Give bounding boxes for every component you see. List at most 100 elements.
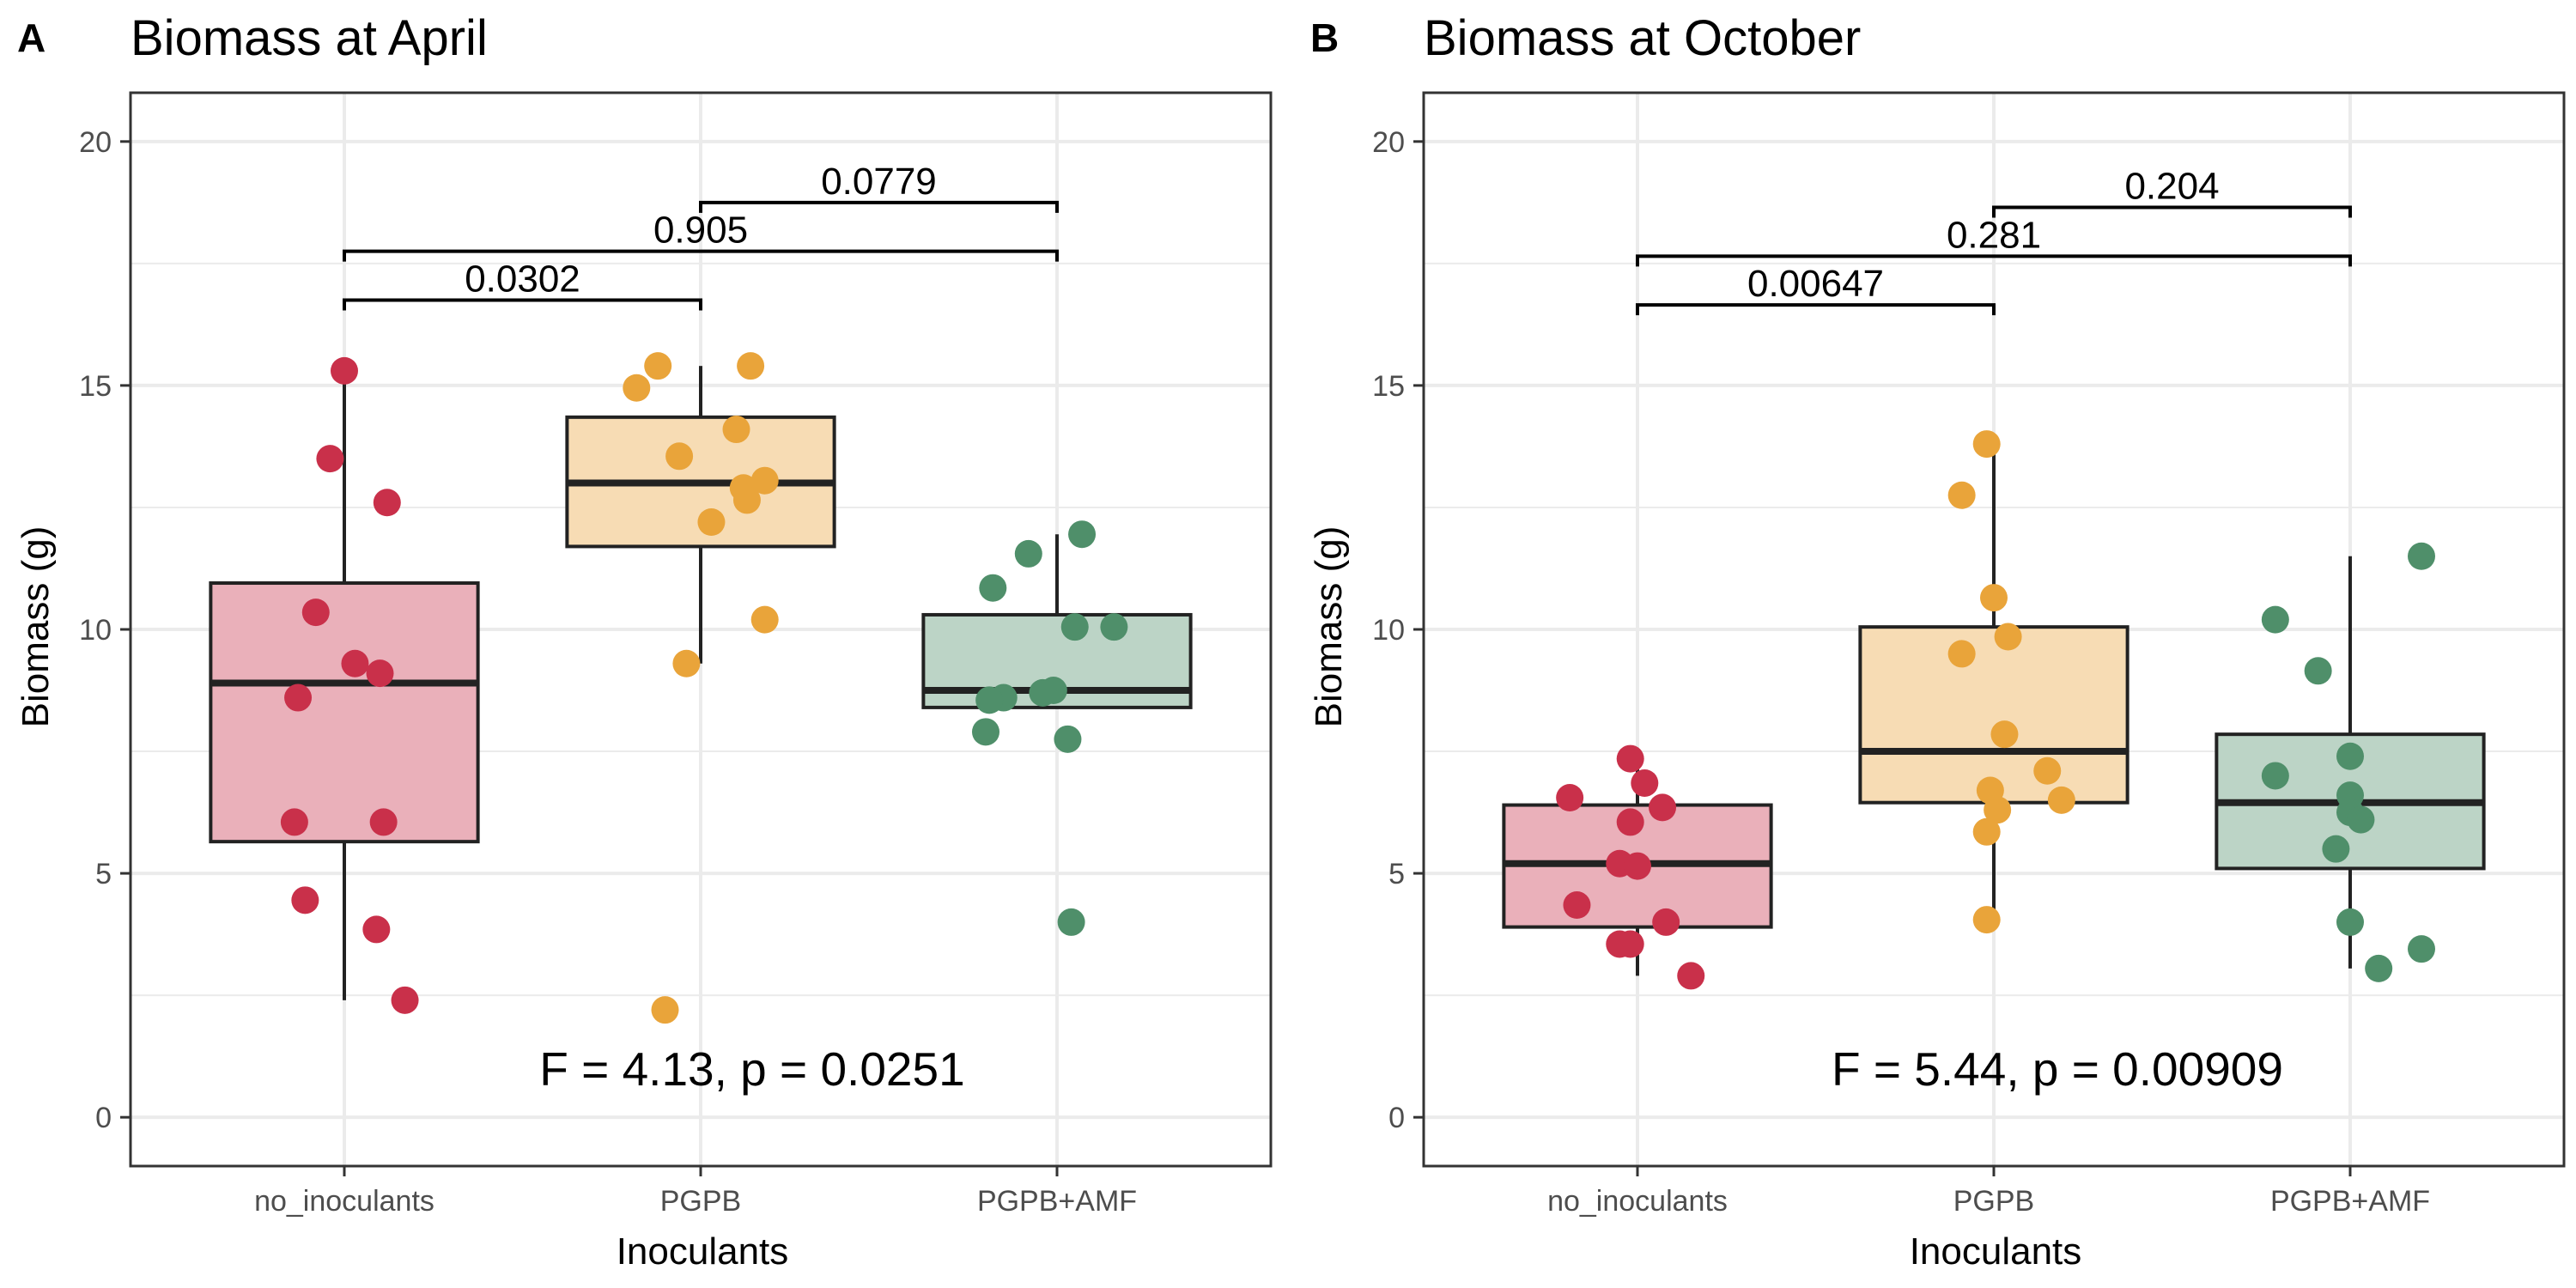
comparison-bracket [343, 249, 1059, 262]
data-point [2304, 657, 2332, 685]
x-tick-label: PGPB [1953, 1185, 2034, 1218]
data-point [1994, 623, 2022, 651]
data-point [2033, 756, 2062, 785]
data-point [1972, 430, 2001, 459]
data-point [972, 718, 999, 746]
data-point [362, 915, 391, 944]
data-point [2261, 605, 2289, 634]
data-point [366, 659, 394, 688]
plot-area: 0.0302 0.905 0.0779 0 5 10 15 20 no_inoculants PG… [79, 91, 1273, 1218]
data-point [1068, 520, 1097, 549]
x-tick-label: no_inoculants [1547, 1185, 1728, 1218]
y-tick-label: 0 [1388, 1102, 1405, 1134]
panel-october: B Biomass at October 0.00647 0.281 0.204 0 5… [1308, 10, 2566, 1273]
y-tick-label: 15 [1372, 370, 1405, 403]
y-tick-label: 5 [1388, 858, 1405, 890]
data-point [1054, 725, 1082, 753]
y-tick-label: 20 [1372, 126, 1405, 159]
data-point [1631, 769, 1659, 797]
y-axis-title: Biomass (g) [1308, 526, 1350, 728]
comparison-p-value: 0.281 [1947, 214, 2041, 256]
data-point [1677, 962, 1705, 990]
x-axis-title: Inoculants [617, 1230, 789, 1273]
x-axis-title: Inoculants [1910, 1230, 2082, 1273]
data-point [301, 598, 330, 627]
plot-area: 0.00647 0.281 0.204 0 5 10 15 20 no_inoculants PG… [1372, 91, 2566, 1218]
data-point [341, 649, 369, 677]
comparison-bracket [343, 298, 702, 311]
data-point [1990, 720, 2019, 749]
y-tick-label: 10 [1372, 614, 1405, 647]
y-tick-label: 0 [95, 1102, 112, 1134]
data-point [750, 466, 779, 495]
data-point [280, 808, 308, 836]
x-tick-label: PGPB+AMF [977, 1185, 1137, 1218]
data-point [391, 986, 419, 1014]
data-point [2261, 762, 2289, 790]
data-point [2347, 805, 2375, 834]
data-point [2408, 542, 2435, 570]
data-point [291, 886, 319, 914]
data-point [1652, 908, 1680, 936]
data-point [1972, 906, 2001, 934]
comparison-p-value: 0.0779 [821, 161, 937, 203]
data-point [2365, 954, 2393, 982]
data-point [1616, 744, 1644, 773]
data-point [1556, 784, 1584, 812]
panel-title: Biomass at April [131, 10, 488, 66]
comparison-p-value: 0.0302 [465, 258, 580, 300]
data-point [623, 374, 651, 402]
data-point [1947, 481, 1976, 509]
comparison-p-value: 0.00647 [1747, 263, 1884, 305]
panel-letter: A [17, 15, 46, 60]
data-point [750, 605, 779, 634]
y-tick-label: 20 [79, 126, 112, 159]
y-tick-label: 5 [95, 858, 112, 890]
comparison-bracket [1636, 303, 1996, 316]
comparison-bracket [1636, 254, 2352, 267]
data-point [2322, 835, 2350, 863]
data-point [732, 486, 761, 514]
data-point [373, 489, 401, 517]
x-tick-label: PGPB+AMF [2270, 1185, 2430, 1218]
y-axis-title: Biomass (g) [15, 526, 57, 728]
data-point [2336, 742, 2364, 770]
data-point [1624, 852, 1651, 880]
data-point [697, 508, 726, 536]
box-PGPB [1858, 625, 2129, 805]
panel-title: Biomass at October [1424, 10, 1861, 66]
data-point [1972, 817, 2001, 846]
comparison-bracket [1992, 205, 2352, 218]
y-tick-label: 10 [79, 614, 112, 647]
data-point [1616, 930, 1644, 958]
y-tick-label: 15 [79, 370, 112, 403]
data-point [644, 352, 672, 380]
x-tick-label: no_inoculants [254, 1185, 434, 1218]
data-point [2336, 908, 2364, 936]
comparison-bracket [699, 200, 1059, 213]
data-point [2408, 935, 2435, 963]
anova-annotation: F = 5.44, p = 0.00909 [1832, 1042, 2283, 1096]
data-point [1029, 678, 1057, 707]
data-point [1563, 891, 1591, 920]
data-point [1947, 640, 1976, 668]
data-point [284, 683, 313, 712]
box-no_inoculants [209, 581, 480, 844]
data-point [316, 445, 344, 473]
panel-april: A Biomass at April 0.0302 0.905 0.0779 0 5 10… [15, 10, 1273, 1273]
data-point [975, 686, 1004, 714]
data-point [722, 416, 750, 444]
data-point [2047, 786, 2075, 814]
data-point [1984, 796, 2012, 824]
comparison-p-value: 0.905 [653, 210, 748, 252]
comparison-p-value: 0.204 [2124, 166, 2219, 208]
data-point [369, 808, 398, 836]
data-point [1060, 613, 1089, 641]
panel-letter: B [1310, 15, 1339, 60]
data-point [1100, 613, 1128, 641]
x-tick-label: PGPB [660, 1185, 741, 1218]
data-point [672, 649, 701, 677]
data-point [665, 442, 694, 471]
data-point [1980, 584, 2008, 612]
